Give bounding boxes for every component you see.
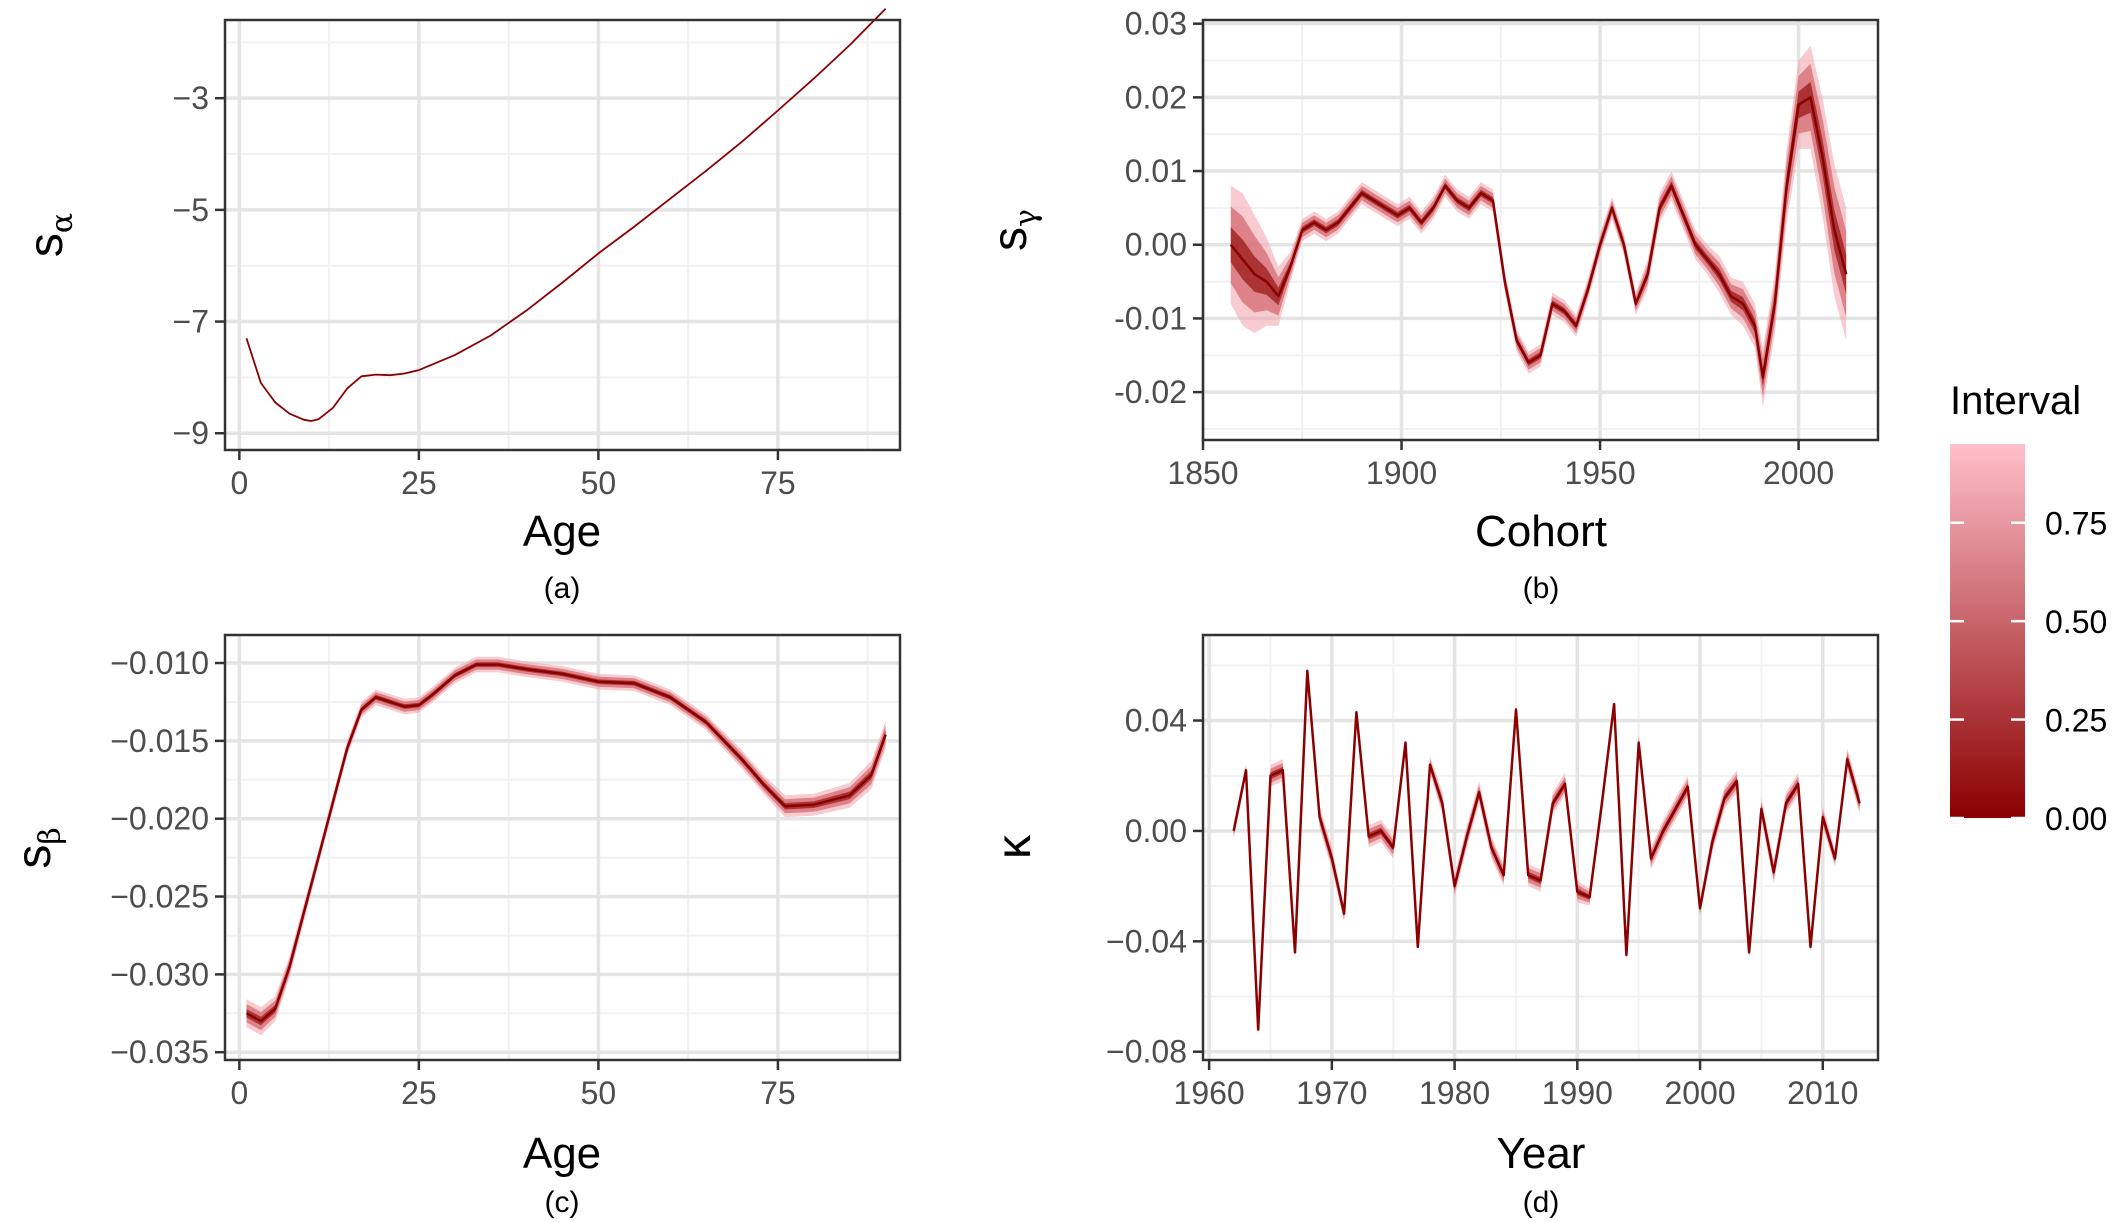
- y-axis-ticks: 0.03 0.02 0.01 0.00 -0.01 -0.02: [1114, 6, 1203, 410]
- y-tick-label: -0.01: [1114, 300, 1187, 336]
- x-tick-label: 0: [230, 1075, 248, 1111]
- series-marks: [1229, 45, 1848, 407]
- y-tick-label: 0.04: [1125, 703, 1187, 739]
- series-marks: [245, 8, 887, 422]
- series-marks: [245, 656, 887, 1036]
- y-tick-label: −3: [173, 80, 209, 116]
- x-axis-title: Year: [1497, 1129, 1586, 1178]
- x-tick-label: 75: [760, 465, 796, 501]
- panel-d: 1960 1970 1980 1990 2000 2010 0.04 0.00 −0.04 −0…: [988, 633, 1880, 1219]
- x-axis-ticks: 1960 1970 1980 1990 2000 2010: [1174, 1060, 1858, 1111]
- legend-tick-label: 0.00: [2045, 801, 2107, 837]
- legend-title: Interval: [1950, 379, 2081, 423]
- y-tick-label: 0.02: [1125, 79, 1187, 115]
- x-tick-label: 2010: [1787, 1075, 1858, 1111]
- gridlines: [225, 20, 900, 450]
- y-tick-label: 0.00: [1125, 227, 1187, 263]
- legend: Interval 0.75 0.50 0.25 0.00: [1950, 379, 2107, 837]
- panel-caption: (b): [1523, 572, 1560, 605]
- x-axis-ticks: 0 25 50 75: [230, 1060, 796, 1111]
- y-tick-label: −5: [173, 192, 209, 228]
- legend-ticks: 0.75 0.50 0.25 0.00: [1950, 506, 2107, 837]
- x-tick-label: 50: [581, 1075, 617, 1111]
- x-tick-label: 0: [230, 465, 248, 501]
- panel-border: [1201, 18, 1880, 442]
- interval-band-outer: [1233, 668, 1860, 1033]
- y-tick-label: 0.00: [1125, 813, 1187, 849]
- y-tick-label: −0.025: [110, 879, 209, 915]
- svg-text:sγ: sγ: [984, 209, 1044, 251]
- y-tick-label: −9: [173, 415, 209, 451]
- y-axis-title: sγ: [984, 209, 1044, 251]
- x-axis-title: Age: [523, 1129, 601, 1178]
- y-tick-label: 0.01: [1125, 153, 1187, 189]
- x-tick-label: 25: [401, 465, 437, 501]
- y-tick-label: −0.015: [110, 723, 209, 759]
- x-axis-title: Cohort: [1475, 507, 1607, 556]
- y-axis-title: κ: [988, 834, 1041, 859]
- y-tick-label: −0.010: [110, 645, 209, 681]
- x-tick-label: 1970: [1296, 1075, 1367, 1111]
- gridlines: [225, 635, 900, 1060]
- y-axis-title: sβ: [8, 827, 68, 868]
- y-tick-label: -0.02: [1114, 374, 1187, 410]
- panel-border: [1201, 633, 1880, 1062]
- y-tick-label: −0.08: [1106, 1034, 1187, 1070]
- y-axis-ticks: 0.04 0.00 −0.04 −0.08: [1106, 703, 1203, 1070]
- x-axis-ticks: 1850 1900 1950 2000: [1167, 440, 1834, 491]
- x-tick-label: 1980: [1419, 1075, 1490, 1111]
- x-tick-label: 1950: [1564, 455, 1635, 491]
- y-axis-ticks: −0.010 −0.015 −0.020 −0.025 −0.030 −0.035: [110, 645, 225, 1070]
- y-tick-label: −0.030: [110, 956, 209, 992]
- legend-tick-label: 0.25: [2045, 703, 2107, 739]
- y-tick-label: −0.020: [110, 801, 209, 837]
- svg-text:sα: sα: [20, 213, 80, 257]
- x-tick-label: 50: [581, 465, 617, 501]
- y-tick-label: 0.03: [1125, 6, 1187, 42]
- svg-text:κ: κ: [988, 834, 1041, 859]
- legend-colorbar: [1950, 444, 2025, 818]
- legend-tick-label: 0.50: [2045, 604, 2107, 640]
- x-tick-label: 1850: [1167, 455, 1238, 491]
- y-axis-ticks: −3 −5 −7 −9: [173, 80, 225, 451]
- series-line: [1229, 96, 1848, 379]
- x-axis-title: Age: [523, 507, 601, 556]
- panel-border: [223, 633, 902, 1062]
- x-tick-label: 25: [401, 1075, 437, 1111]
- panel-border: [223, 18, 902, 452]
- x-tick-label: 1960: [1174, 1075, 1245, 1111]
- panel-caption: (c): [545, 1186, 580, 1219]
- y-tick-label: −0.04: [1106, 923, 1187, 959]
- y-tick-label: −7: [173, 304, 209, 340]
- x-tick-label: 1990: [1542, 1075, 1613, 1111]
- x-tick-label: 1900: [1366, 455, 1437, 491]
- panel-a: 0 25 50 75 −3 −5 −7 −9 Age (a) sα: [20, 8, 902, 605]
- panel-c: 0 25 50 75 −0.010−0.015−0.020−0.025−0.030−0…: [8, 633, 902, 1219]
- x-axis-ticks: 0 25 50 75: [230, 450, 796, 501]
- panel-b: 1850 1900 1950 2000 0.03 0.02 0.01 0.00 -0.01 -0…: [984, 6, 1880, 605]
- y-tick-label: −0.035: [110, 1034, 209, 1070]
- x-tick-label: 75: [760, 1075, 796, 1111]
- panel-caption: (d): [1523, 1186, 1560, 1219]
- series-line: [245, 663, 887, 1023]
- series-line: [1232, 669, 1861, 1031]
- svg-text:sβ: sβ: [8, 827, 68, 868]
- legend-tick-label: 0.75: [2045, 506, 2107, 542]
- series-line: [245, 8, 887, 422]
- y-axis-title: sα: [20, 213, 80, 257]
- x-tick-label: 2000: [1763, 455, 1834, 491]
- x-tick-label: 2000: [1664, 1075, 1735, 1111]
- panel-caption: (a): [544, 572, 581, 605]
- series-marks: [1232, 668, 1861, 1033]
